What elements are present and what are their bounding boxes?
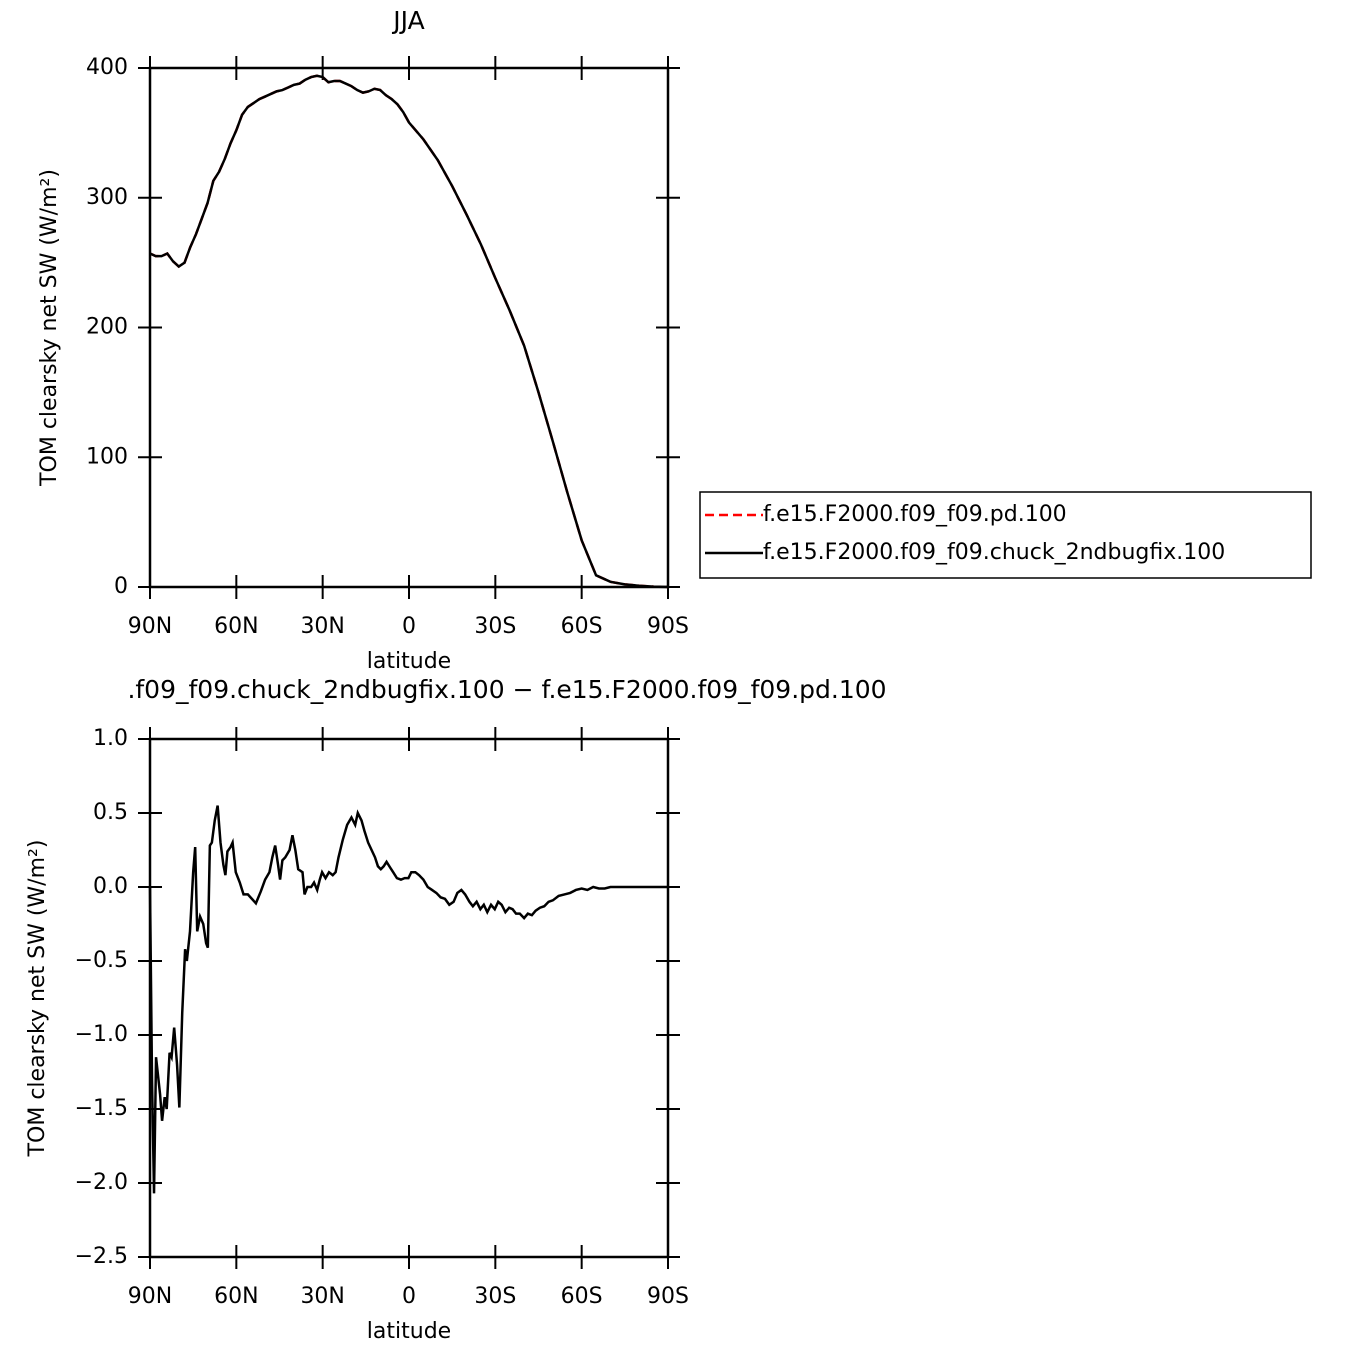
x-tick-label: 30N	[300, 1284, 344, 1309]
data-line	[148, 805, 668, 1194]
y-tick-label: 100	[86, 444, 128, 469]
y-tick-label: 400	[86, 55, 128, 80]
y-tick-label: −2.5	[75, 1244, 128, 1269]
y-tick-label: 0	[114, 574, 128, 599]
x-axis-label: latitude	[367, 649, 451, 674]
x-tick-label: 30S	[474, 614, 516, 639]
x-tick-label: 0	[402, 614, 416, 639]
x-tick-label: 60S	[561, 614, 603, 639]
y-tick-label: 0.5	[93, 800, 128, 825]
legend-box	[699, 491, 1312, 579]
data-line	[149, 74, 669, 589]
chart-title: .f09_f09.chuck_2ndbugfix.100 − f.e15.F20…	[127, 675, 886, 704]
y-tick-label: 200	[86, 315, 128, 340]
x-axis-label: latitude	[367, 1319, 451, 1344]
y-tick-label: 0.0	[93, 874, 128, 899]
x-tick-label: 0	[402, 1284, 416, 1309]
y-tick-label: −2.0	[75, 1170, 128, 1195]
x-tick-label: 60N	[214, 1284, 258, 1309]
y-tick-label: 300	[86, 185, 128, 210]
y-axis-label: TOM clearsky net SW (W/m²)	[25, 840, 50, 1158]
y-tick-label: −0.5	[75, 948, 128, 973]
x-tick-label: 30S	[474, 1284, 516, 1309]
y-tick-label: 1.0	[93, 726, 128, 751]
x-tick-label: 90S	[647, 1284, 689, 1309]
x-tick-label: 30N	[300, 614, 344, 639]
x-tick-label: 60N	[214, 614, 258, 639]
x-tick-label: 90S	[647, 614, 689, 639]
plot-frame	[148, 66, 670, 589]
y-axis-label: TOM clearsky net SW (W/m²)	[37, 169, 62, 487]
legend-label: f.e15.F2000.f09_f09.chuck_2ndbugfix.100	[763, 540, 1225, 565]
plot-frame	[148, 737, 670, 1259]
x-tick-label: 90N	[128, 1284, 172, 1309]
x-tick-label: 60S	[561, 1284, 603, 1309]
x-tick-label: 90N	[128, 614, 172, 639]
y-tick-label: −1.5	[75, 1096, 128, 1121]
y-tick-label: −1.0	[75, 1022, 128, 1047]
chart-title: JJA	[391, 6, 424, 35]
legend-label: f.e15.F2000.f09_f09.pd.100	[763, 502, 1067, 527]
